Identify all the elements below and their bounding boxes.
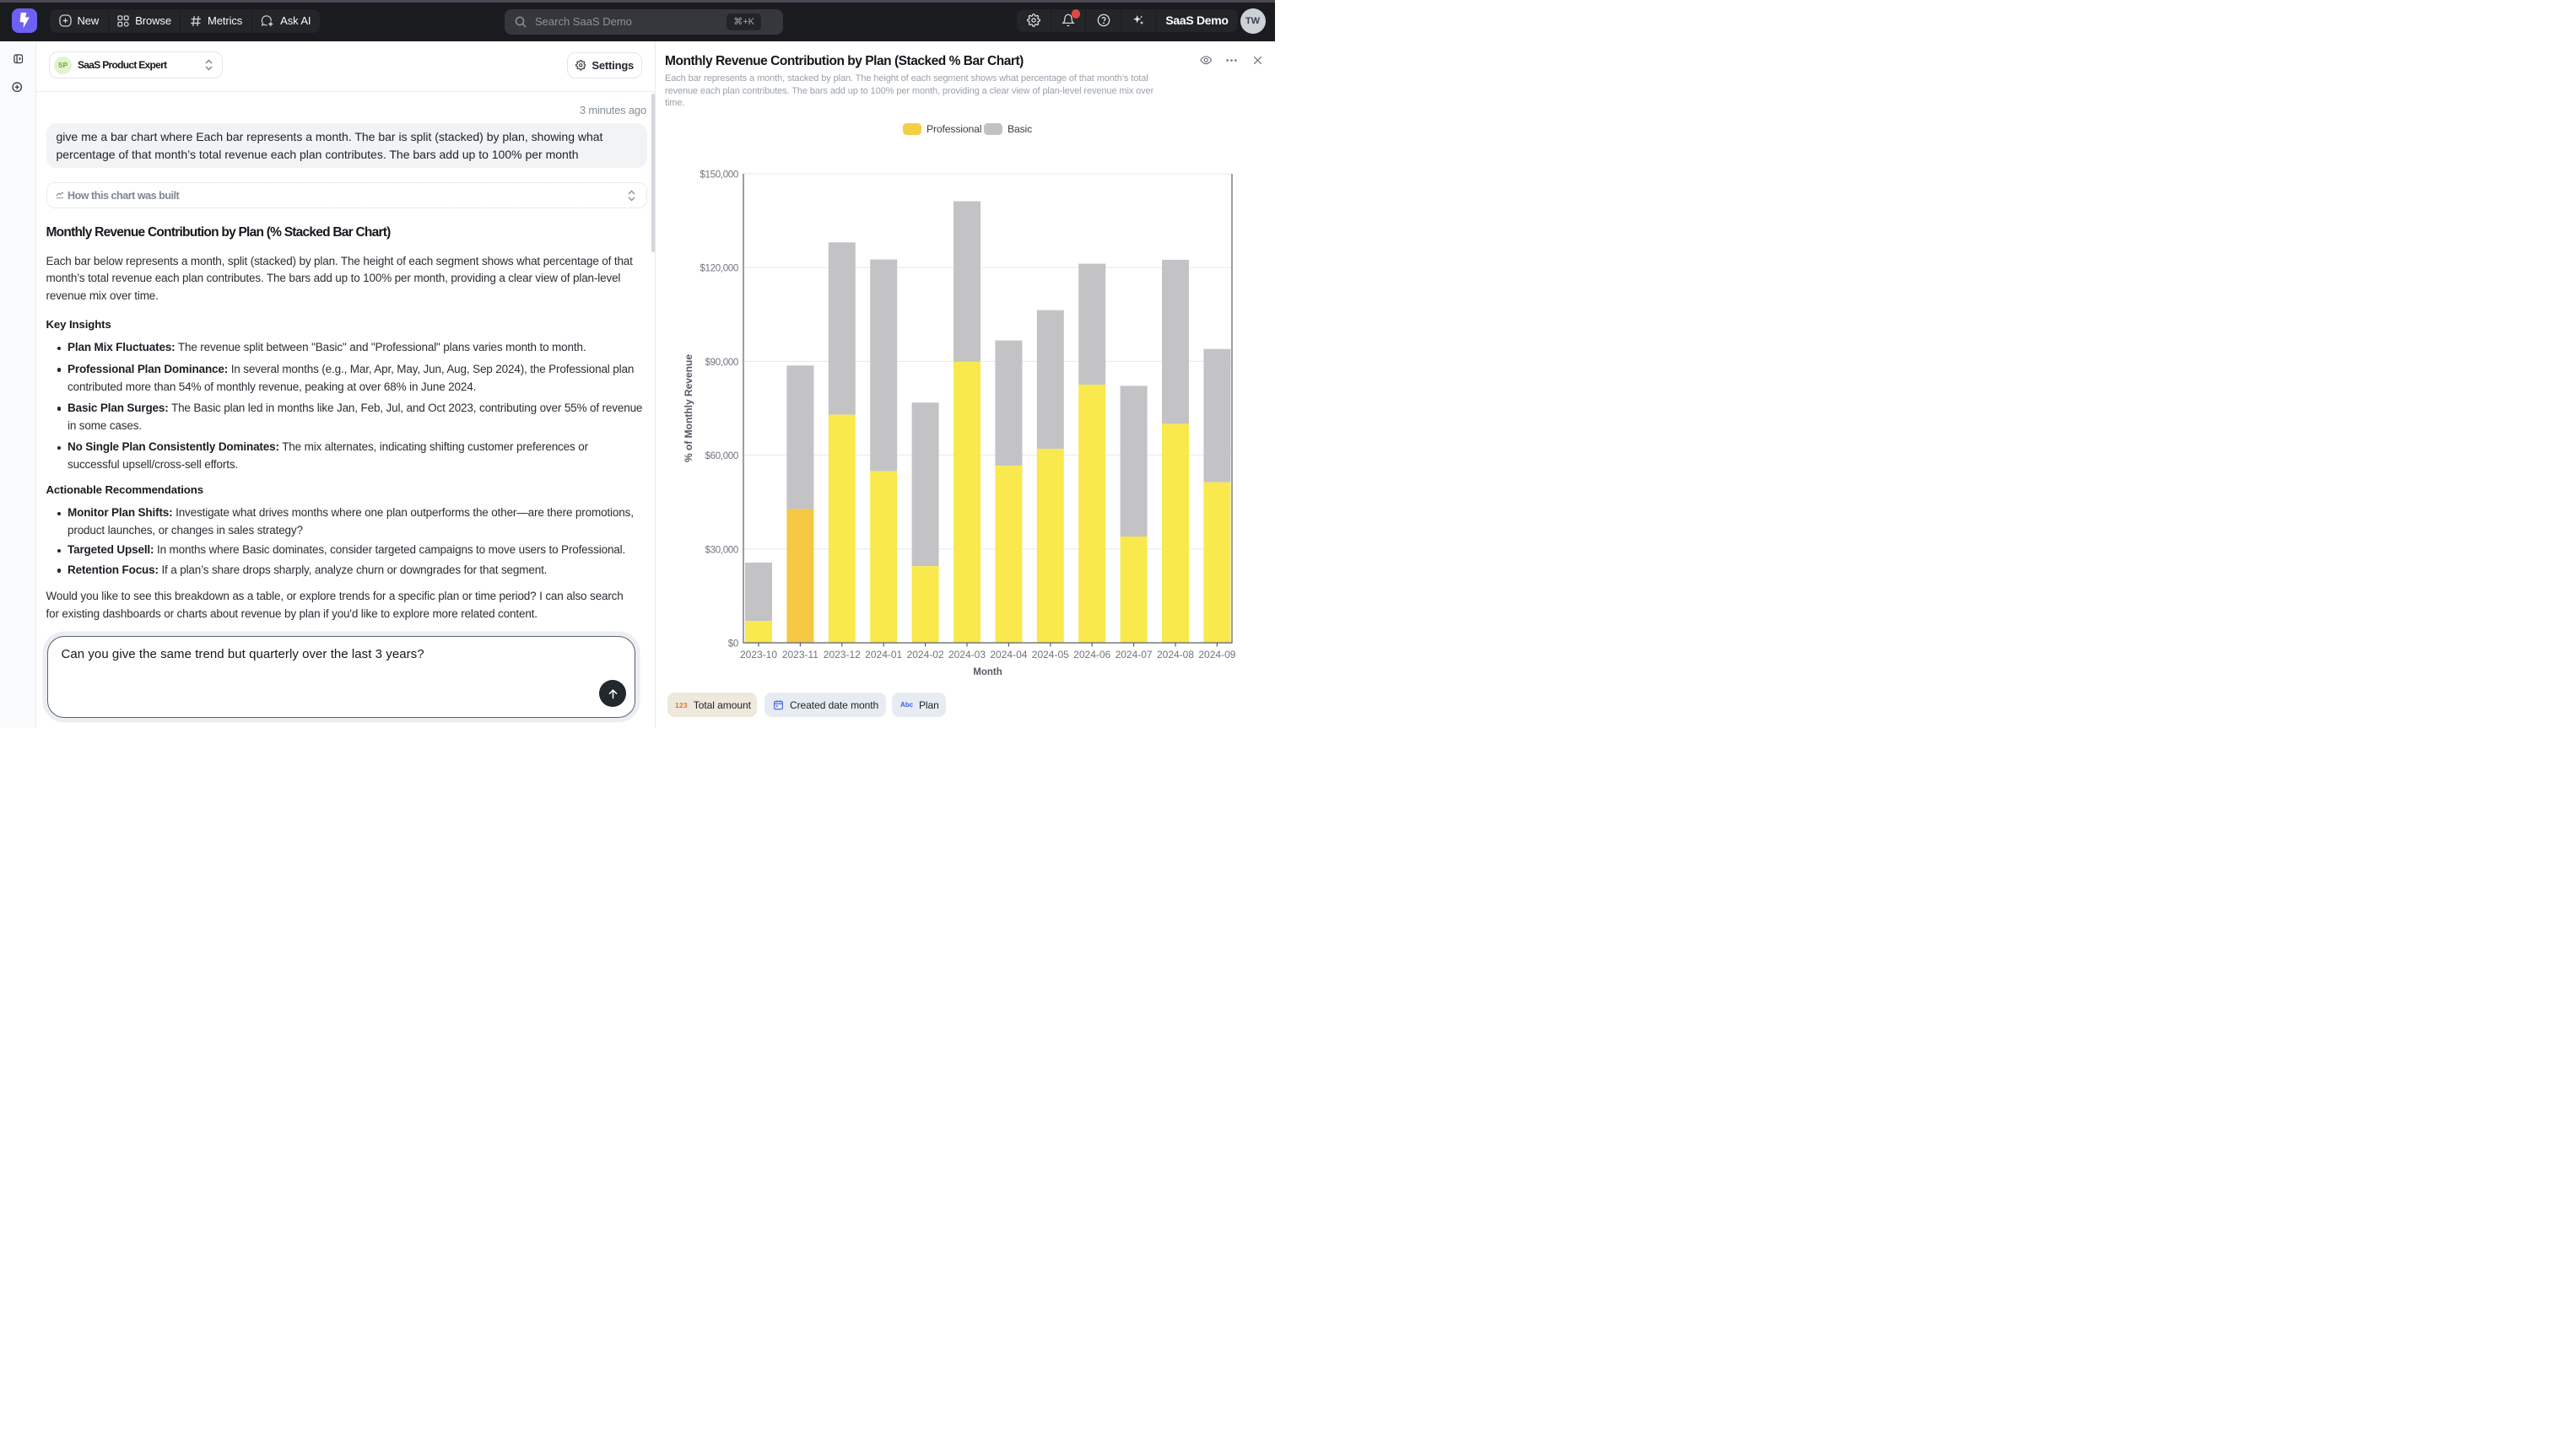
svg-text:2024-04: 2024-04 bbox=[990, 649, 1027, 661]
svg-text:$60,000: $60,000 bbox=[705, 451, 738, 461]
svg-text:2023-11: 2023-11 bbox=[782, 649, 818, 661]
svg-text:2024-07: 2024-07 bbox=[1116, 649, 1153, 661]
svg-text:2023-12: 2023-12 bbox=[824, 649, 861, 661]
svg-text:2024-08: 2024-08 bbox=[1157, 649, 1194, 661]
svg-text:2024-05: 2024-05 bbox=[1032, 649, 1069, 661]
svg-text:Month: Month bbox=[973, 667, 1002, 677]
svg-text:$30,000: $30,000 bbox=[705, 545, 738, 555]
svg-text:2024-01: 2024-01 bbox=[865, 649, 902, 661]
svg-text:% of Monthly Revenue: % of Monthly Revenue bbox=[683, 354, 694, 462]
svg-text:2023-10: 2023-10 bbox=[740, 649, 777, 661]
svg-text:2024-03: 2024-03 bbox=[948, 649, 986, 661]
svg-text:2024-06: 2024-06 bbox=[1073, 649, 1110, 661]
svg-text:2024-09: 2024-09 bbox=[1198, 649, 1235, 661]
svg-text:$90,000: $90,000 bbox=[705, 358, 738, 368]
svg-text:$120,000: $120,000 bbox=[700, 264, 738, 274]
svg-text:$150,000: $150,000 bbox=[700, 170, 738, 181]
svg-text:$0: $0 bbox=[728, 639, 738, 650]
svg-text:2024-02: 2024-02 bbox=[907, 649, 944, 661]
